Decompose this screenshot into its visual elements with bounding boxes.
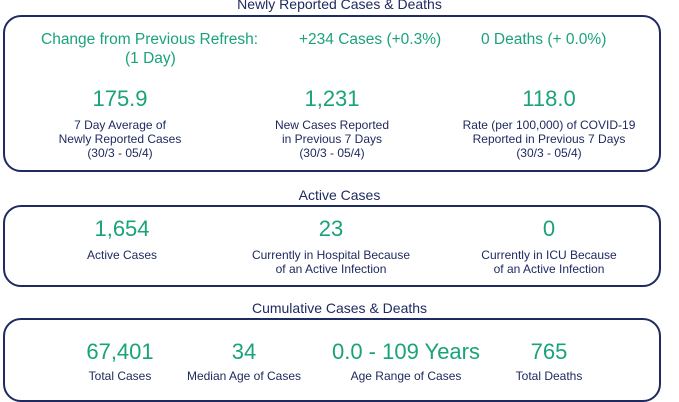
- cumulative-title: Cumulative Cases & Deaths: [251, 300, 428, 316]
- metric-value: 23: [318, 216, 344, 241]
- metric-value: 1,231: [304, 86, 360, 111]
- metric-value: 0: [542, 216, 556, 241]
- deaths-change: 0 Deaths (+ 0.0%): [481, 31, 607, 48]
- metric-value: 0.0 - 109 Years: [331, 339, 480, 364]
- metric-label: Active Cases: [86, 248, 158, 262]
- metric-label: 7 Day Average of Newly Reported Cases (3…: [58, 118, 182, 160]
- metric-label: Currently in ICU Because of an Active In…: [481, 248, 617, 276]
- metric-value: 1,654: [94, 216, 150, 241]
- metric-label: Age Range of Cases: [350, 369, 462, 383]
- metric-label: Total Deaths: [515, 369, 583, 383]
- active-cases-panel: 1,654 Active Cases 23 Currently in Hospi…: [3, 205, 661, 287]
- metric-label: Currently in Hospital Because of an Acti…: [251, 248, 411, 276]
- metric-value: 765: [530, 339, 568, 364]
- metric-value: 34: [231, 339, 257, 364]
- metric-value: 118.0: [522, 86, 576, 111]
- metric-label: Median Age of Cases: [186, 369, 302, 383]
- metric-label: Rate (per 100,000) of COVID-19 Reported …: [462, 118, 636, 160]
- newly-reported-title: Newly Reported Cases & Deaths: [237, 0, 442, 12]
- metric-label: Total Cases: [88, 369, 152, 383]
- metric-value: 67,401: [86, 339, 154, 364]
- newly-reported-panel: Change from Previous Refresh: (1 Day) +2…: [3, 15, 661, 172]
- cases-change: +234 Cases (+0.3%): [299, 31, 442, 48]
- cumulative-panel: 67,401 Total Cases 34 Median Age of Case…: [3, 318, 661, 402]
- active-cases-title: Active Cases: [298, 187, 381, 203]
- metric-value: 175.9: [92, 86, 148, 111]
- change-label: Change from Previous Refresh:: [41, 31, 259, 48]
- change-period: (1 Day): [125, 50, 176, 67]
- metric-label: New Cases Reported in Previous 7 Days (3…: [274, 118, 390, 160]
